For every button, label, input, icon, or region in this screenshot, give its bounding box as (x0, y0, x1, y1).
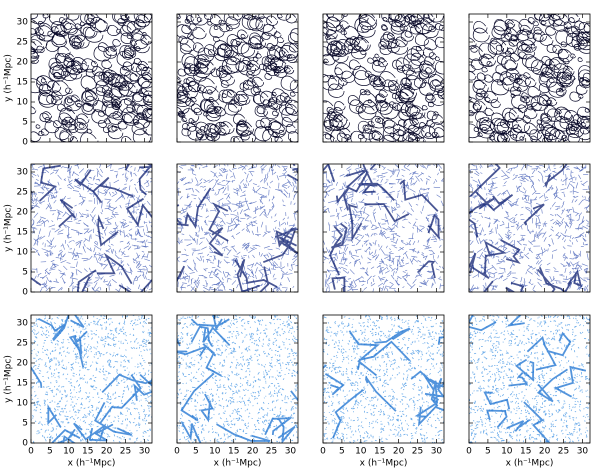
y-axis-label: y (h⁻¹Mpc) (4, 355, 14, 403)
x-tick-label: 10 (63, 447, 75, 457)
x-tick-label: 0 (174, 447, 180, 457)
panel-frame (468, 13, 591, 143)
panel-image (469, 14, 590, 142)
x-tick-label: 15 (82, 447, 93, 457)
panel-image (323, 164, 444, 292)
panel-image (31, 164, 152, 292)
y-tick-label: 5 (22, 268, 28, 278)
x-tick-label: 10 (209, 447, 221, 457)
x-tick-label: 30 (139, 447, 151, 457)
filaments (31, 164, 152, 292)
x-tick-label: 25 (558, 447, 569, 457)
panel-frame (468, 314, 591, 444)
x-tick-label: 0 (466, 447, 472, 457)
y-tick-label: 15 (17, 78, 28, 88)
y-axis-label: y (h⁻¹Mpc) (4, 54, 14, 102)
x-tick-label: 0 (320, 447, 326, 457)
x-tick-label: 25 (266, 447, 277, 457)
y-tick-label: 25 (17, 188, 28, 198)
panel-frame (176, 314, 299, 444)
x-tick-label: 15 (228, 447, 239, 457)
particles (177, 315, 298, 443)
filaments (469, 315, 590, 443)
y-tick-label: 25 (17, 38, 28, 48)
panel-image (31, 14, 152, 142)
y-tick-label: 20 (17, 208, 29, 218)
particles (469, 164, 590, 292)
filaments (31, 315, 152, 443)
x-tick-label: 30 (577, 447, 589, 457)
x-tick-label: 15 (374, 447, 385, 457)
contours (177, 14, 298, 142)
y-tick-label: 0 (22, 138, 28, 148)
x-tick-label: 5 (47, 447, 53, 457)
panel-image (323, 14, 444, 142)
x-axis-label: x (h⁻¹Mpc) (360, 459, 408, 469)
panel-frame (322, 13, 445, 143)
filaments (177, 315, 298, 443)
filaments (469, 164, 583, 292)
contours (31, 14, 152, 142)
particles (469, 315, 590, 443)
x-tick-label: 0 (28, 447, 34, 457)
x-tick-label: 20 (539, 447, 551, 457)
y-tick-label: 5 (22, 118, 28, 128)
y-tick-label: 30 (17, 18, 29, 28)
y-tick-label: 0 (22, 439, 28, 449)
x-tick-label: 10 (501, 447, 513, 457)
x-tick-label: 20 (101, 447, 113, 457)
x-tick-label: 20 (393, 447, 405, 457)
x-tick-label: 30 (285, 447, 297, 457)
y-tick-label: 10 (17, 98, 29, 108)
panel-frame (30, 314, 153, 444)
x-tick-label: 20 (247, 447, 259, 457)
panel-image (177, 315, 298, 443)
y-tick-label: 0 (22, 288, 28, 298)
filaments (323, 164, 440, 292)
y-axis-label: y (h⁻¹Mpc) (4, 204, 14, 252)
y-tick-label: 10 (17, 399, 29, 409)
contours (323, 14, 444, 142)
panel-image (323, 315, 444, 443)
panel-frame (30, 13, 153, 143)
panel-image (177, 14, 298, 142)
x-axis-label: x (h⁻¹Mpc) (68, 459, 116, 469)
panel-frame (30, 163, 153, 293)
panel-image (469, 315, 590, 443)
panel-image (469, 164, 590, 292)
y-tick-label: 10 (17, 248, 29, 258)
panel-frame (322, 314, 445, 444)
panel-frame (468, 163, 591, 293)
y-tick-label: 15 (17, 379, 28, 389)
x-tick-label: 5 (193, 447, 199, 457)
y-tick-label: 5 (22, 419, 28, 429)
panel-frame (176, 13, 299, 143)
y-tick-label: 15 (17, 228, 28, 238)
x-tick-label: 25 (120, 447, 131, 457)
y-tick-label: 20 (17, 58, 29, 68)
x-tick-label: 10 (355, 447, 367, 457)
x-tick-label: 15 (520, 447, 531, 457)
panel-frame (176, 163, 299, 293)
contours (469, 14, 590, 142)
particles (177, 164, 298, 292)
x-axis-label: x (h⁻¹Mpc) (506, 459, 554, 469)
particles (31, 164, 152, 292)
y-tick-label: 20 (17, 359, 29, 369)
y-tick-label: 25 (17, 339, 28, 349)
filaments (323, 327, 444, 439)
panel-image (177, 164, 298, 292)
x-axis-label: x (h⁻¹Mpc) (214, 459, 262, 469)
x-tick-label: 30 (431, 447, 443, 457)
x-tick-label: 5 (339, 447, 345, 457)
x-tick-label: 5 (485, 447, 491, 457)
y-tick-label: 30 (17, 319, 29, 329)
x-tick-label: 25 (412, 447, 423, 457)
panel-frame (322, 163, 445, 293)
y-tick-label: 30 (17, 168, 29, 178)
panel-image (31, 315, 152, 443)
